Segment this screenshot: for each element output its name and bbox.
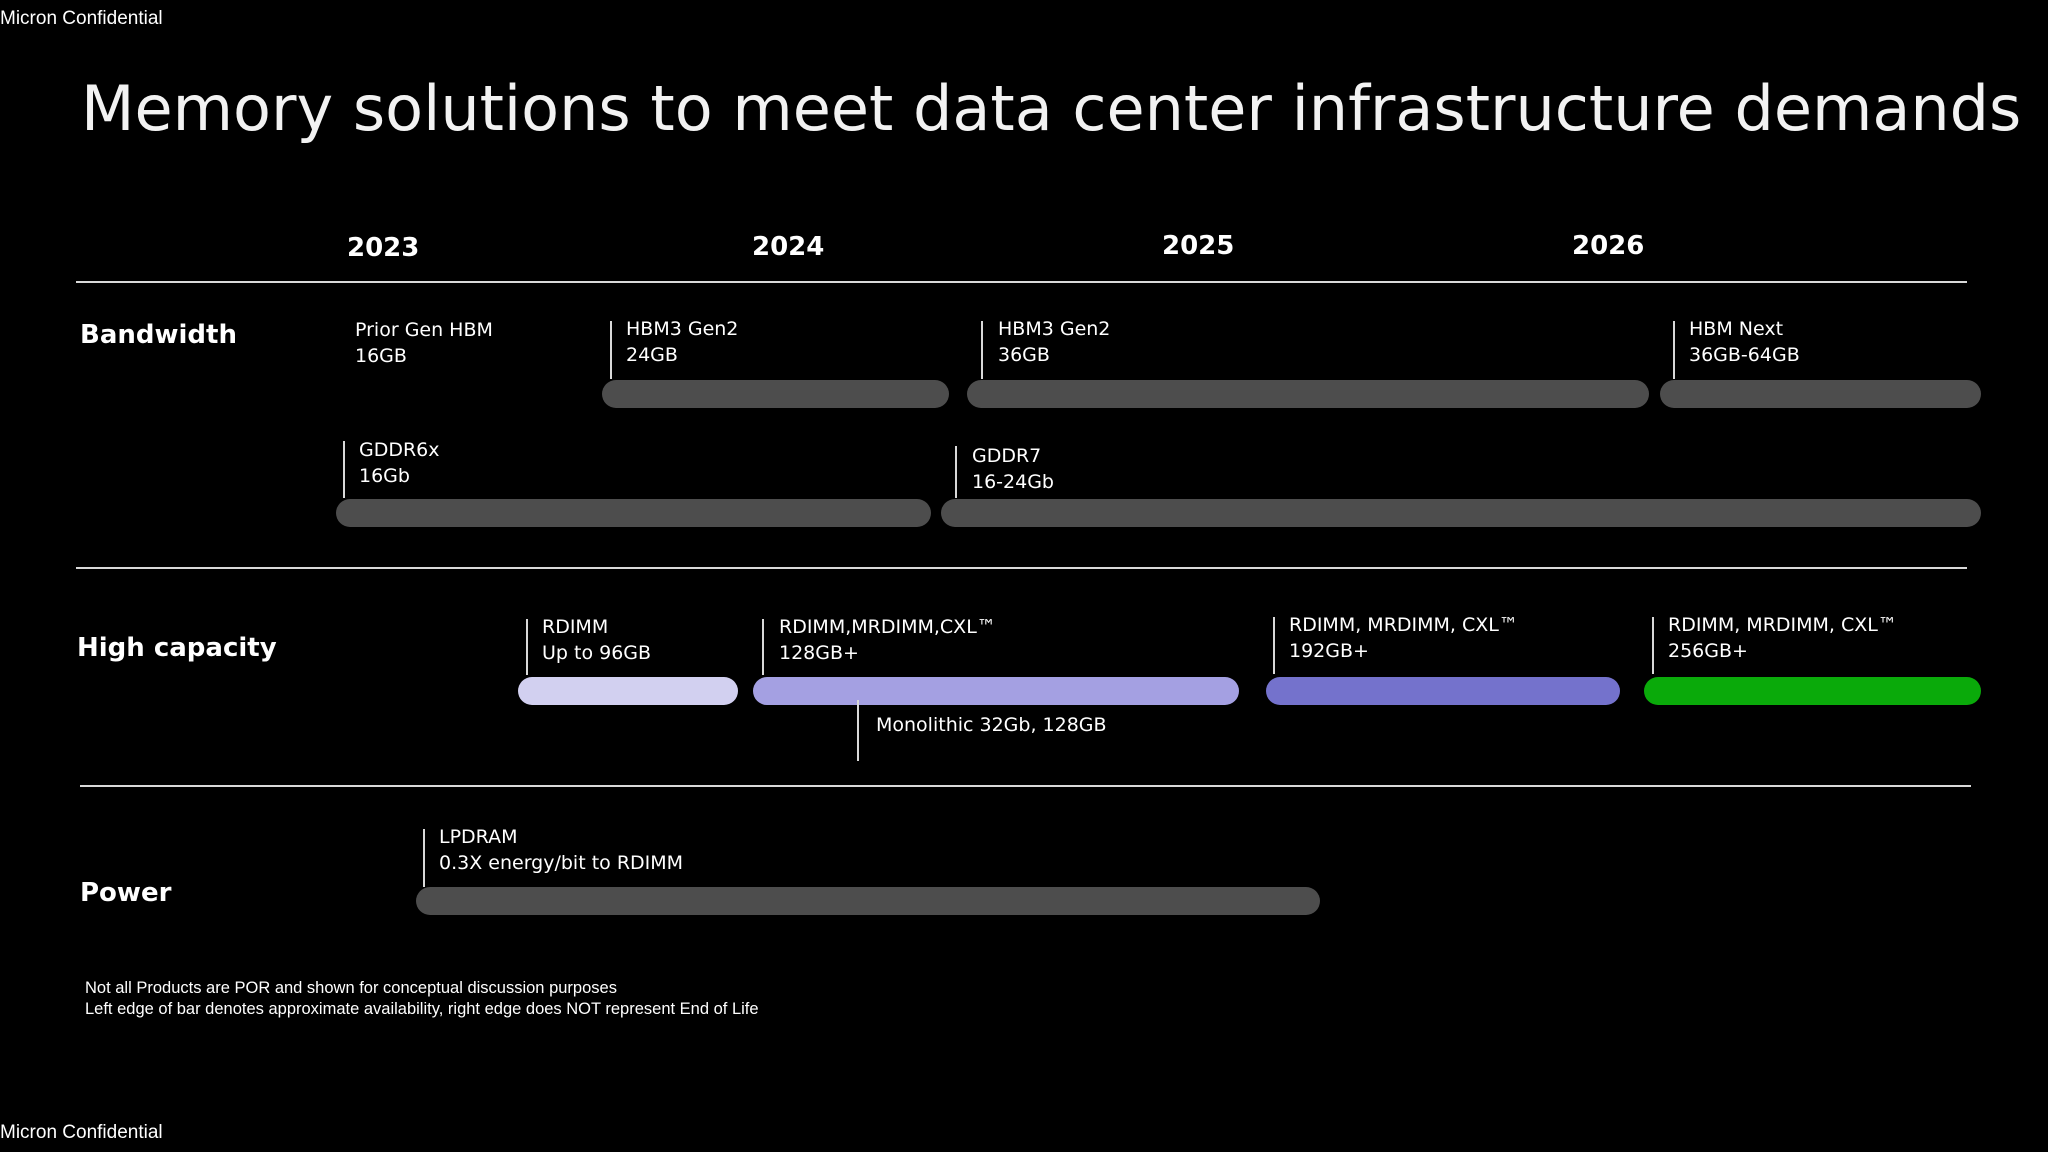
category-high-capacity: High capacity	[77, 633, 277, 663]
label-hbm3-gen2-36gb: HBM3 Gen2 36GB	[998, 318, 1111, 366]
bar-rdimm-192gb	[1266, 677, 1620, 705]
divider-top	[76, 281, 1967, 283]
tick-rdimm-96	[526, 619, 528, 675]
year-2026: 2026	[1572, 231, 1645, 261]
label-rdimm-256gb: RDIMM, MRDIMM, CXL™ 256GB+	[1668, 614, 1897, 662]
category-power: Power	[80, 878, 172, 908]
label-hbm3-gen2-24gb: HBM3 Gen2 24GB	[626, 318, 739, 366]
label-rdimm-96gb: RDIMM Up to 96GB	[542, 616, 652, 664]
bar-hbm-next	[1660, 380, 1981, 408]
bar-rdimm-96gb	[518, 677, 738, 705]
year-2024: 2024	[752, 232, 825, 262]
confidential-footer: Micron Confidential	[0, 1122, 163, 1143]
bar-rdimm-256gb	[1644, 677, 1981, 705]
tick-lpdram	[423, 829, 425, 887]
confidential-header: Micron Confidential	[0, 8, 163, 29]
tick-rdimm-128	[762, 619, 764, 675]
category-bandwidth: Bandwidth	[80, 320, 237, 350]
bar-rdimm-128gb	[753, 677, 1239, 705]
tick-hbm3-gen2-24	[610, 321, 612, 379]
tick-hbm3-gen2-36	[981, 321, 983, 379]
footnote-line: Left edge of bar denotes approximate ava…	[85, 1000, 759, 1018]
tick-rdimm-256	[1652, 617, 1654, 674]
tick-gddr7	[955, 446, 957, 498]
label-prior-gen-hbm: Prior Gen HBM 16GB	[355, 319, 493, 367]
label-gddr6x: GDDR6x 16Gb	[359, 439, 440, 487]
label-rdimm-192gb: RDIMM, MRDIMM, CXL™ 192GB+	[1289, 614, 1518, 662]
bar-hbm3-gen2-24gb	[602, 380, 949, 408]
tick-gddr6x	[343, 441, 345, 498]
page-title: Memory solutions to meet data center inf…	[81, 72, 2022, 145]
tick-rdimm-192	[1273, 617, 1275, 674]
year-2025: 2025	[1162, 231, 1235, 261]
divider-bandwidth	[76, 567, 1967, 569]
footnotes: Not all Products are POR and shown for c…	[85, 978, 759, 1020]
label-hbm-next: HBM Next 36GB-64GB	[1689, 318, 1800, 366]
label-lpdram: LPDRAM 0.3X energy/bit to RDIMM	[439, 826, 684, 874]
bar-gddr7	[941, 499, 1981, 527]
label-gddr7: GDDR7 16-24Gb	[972, 445, 1054, 493]
footnote-line: Not all Products are POR and shown for c…	[85, 979, 617, 997]
bar-gddr6x	[336, 499, 931, 527]
bar-lpdram	[416, 887, 1320, 915]
label-monolithic: Monolithic 32Gb, 128GB	[876, 714, 1107, 736]
tick-monolithic	[857, 700, 859, 761]
divider-capacity	[80, 785, 1971, 787]
label-rdimm-128gb: RDIMM,MRDIMM,CXL™ 128GB+	[779, 616, 996, 664]
bar-hbm3-gen2-36gb	[967, 380, 1649, 408]
year-2023: 2023	[347, 233, 420, 263]
tick-hbm-next	[1673, 321, 1675, 379]
